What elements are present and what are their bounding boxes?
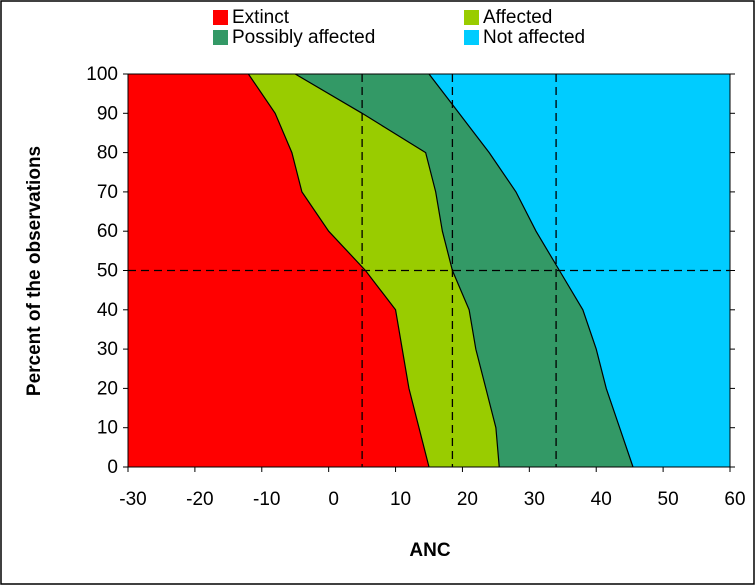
x-tick-label: 0 <box>328 489 339 510</box>
y-axis-label: Percent of the observations <box>24 146 45 396</box>
legend-swatch <box>464 10 479 25</box>
legend-swatch <box>464 30 479 45</box>
y-tick-label: 100 <box>86 64 118 85</box>
y-tick-label: 80 <box>97 143 118 164</box>
x-tick-label: 60 <box>724 489 745 510</box>
x-tick-label: -20 <box>186 489 213 510</box>
x-tick-label: -30 <box>119 489 146 510</box>
x-axis-label: ANC <box>409 540 450 561</box>
legend-label: Extinct <box>232 7 290 28</box>
y-tick-label: 90 <box>97 103 118 124</box>
legend-label: Possibly affected <box>232 27 375 48</box>
y-tick-label: 10 <box>97 418 118 439</box>
legend-swatch <box>213 30 228 45</box>
y-tick-label: 60 <box>97 221 118 242</box>
y-tick-label: 70 <box>97 182 118 203</box>
x-tick-label: -10 <box>253 489 280 510</box>
region <box>429 74 730 467</box>
region <box>248 74 500 467</box>
y-tick-label: 50 <box>97 261 118 282</box>
legend-swatch <box>213 10 228 25</box>
x-tick-label: 10 <box>390 489 411 510</box>
region <box>295 74 634 467</box>
legend-label: Affected <box>483 7 552 28</box>
y-tick-label: 30 <box>97 339 118 360</box>
y-tick-label: 40 <box>97 300 118 321</box>
x-tick-label: 30 <box>524 489 545 510</box>
x-tick-label: 20 <box>457 489 478 510</box>
legend-label: Not affected <box>483 27 585 48</box>
y-tick-label: 0 <box>107 457 118 478</box>
x-tick-label: 40 <box>591 489 612 510</box>
x-tick-label: 50 <box>658 489 679 510</box>
y-tick-label: 20 <box>97 378 118 399</box>
